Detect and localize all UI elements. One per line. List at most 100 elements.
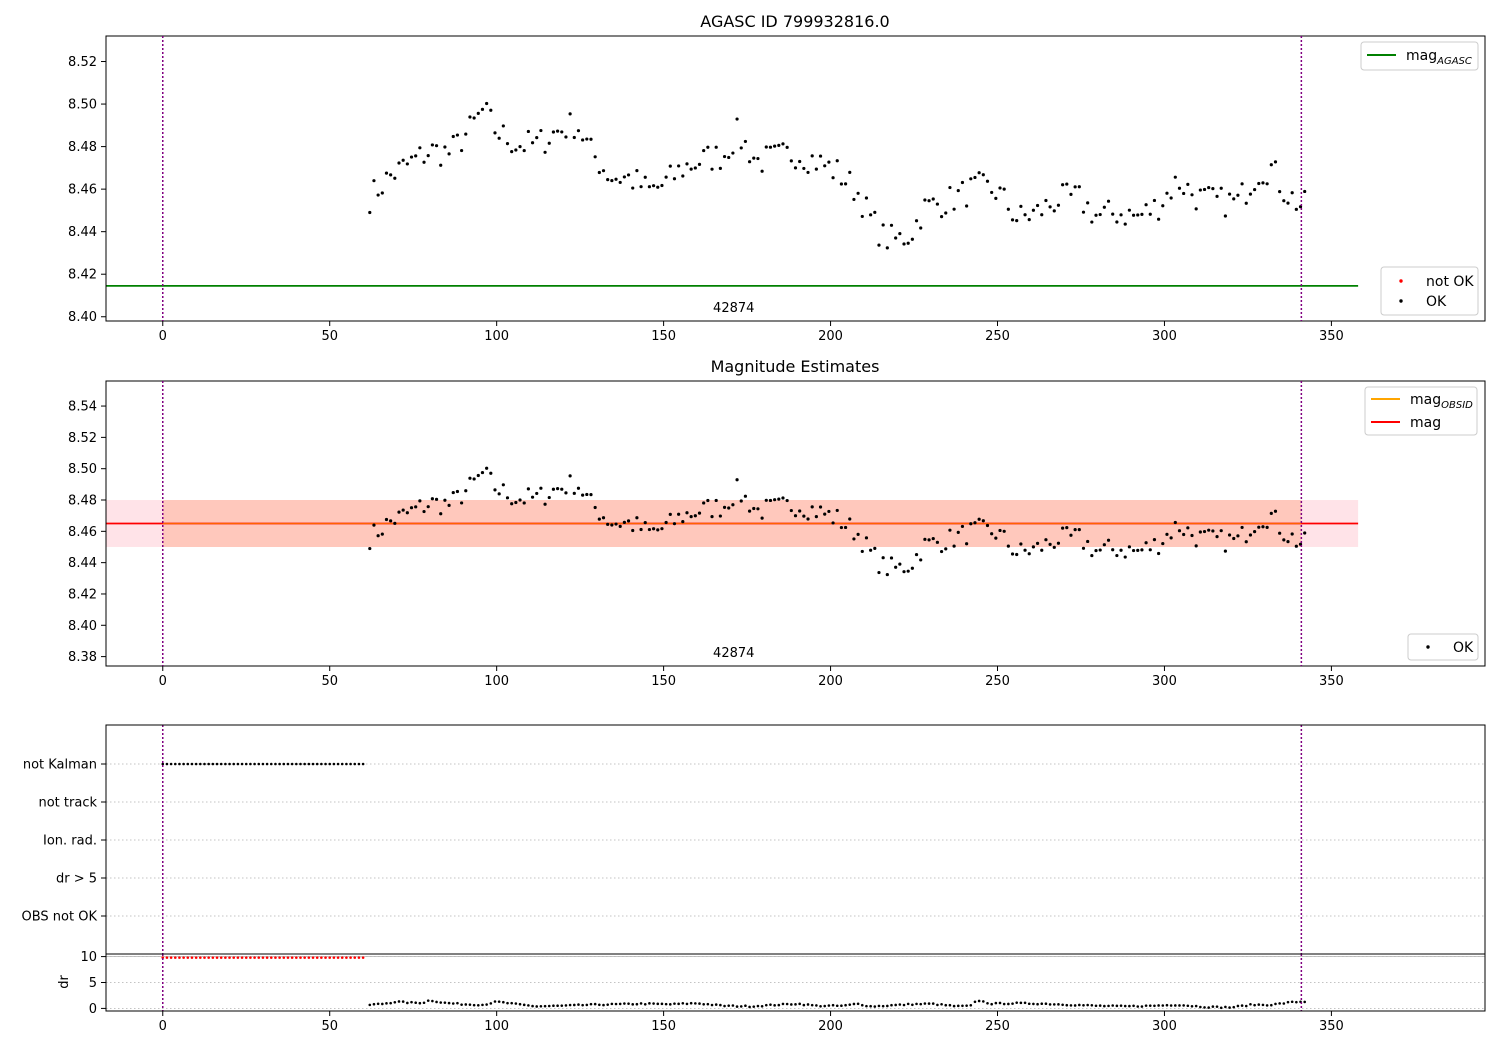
ok-point <box>401 158 405 162</box>
y-tick-label: 8.50 <box>68 98 97 113</box>
dr-capped-point <box>265 956 269 959</box>
ok-point <box>656 528 660 532</box>
ok-point <box>827 509 831 514</box>
dr-point <box>860 1003 864 1007</box>
ok-point <box>1073 185 1077 189</box>
ok-point <box>593 155 597 159</box>
dr-capped-point <box>269 956 273 959</box>
ok-point <box>697 162 702 166</box>
ok-point <box>735 478 739 482</box>
dr-point <box>481 1003 484 1007</box>
ok-point <box>631 528 635 533</box>
ok-point <box>835 508 839 513</box>
dr-point <box>906 1002 910 1006</box>
dr-point <box>952 1004 956 1008</box>
ok-point <box>1278 531 1282 535</box>
ok-point <box>793 514 798 518</box>
dr-point <box>1178 1004 1181 1007</box>
dr-point <box>560 1004 564 1007</box>
dr-point <box>451 1002 455 1005</box>
dr-point <box>627 1002 630 1005</box>
ok-point <box>372 523 376 527</box>
y-tick-label: 8.40 <box>68 310 97 325</box>
ok-point <box>372 179 376 183</box>
ok-point <box>651 527 656 531</box>
ok-point <box>606 522 610 526</box>
ok-point <box>998 186 1002 190</box>
dr-point <box>1040 1002 1044 1006</box>
ok-point <box>1102 543 1106 547</box>
ok-point <box>1127 545 1131 549</box>
flag-point <box>307 762 311 766</box>
flag-point <box>261 762 265 766</box>
ok-point <box>1040 213 1044 217</box>
ok-point <box>977 517 981 521</box>
ok-point <box>626 519 631 523</box>
ok-point <box>555 129 560 133</box>
dr-capped-point <box>282 956 286 959</box>
ok-point <box>1211 529 1215 533</box>
legend-mag: mag <box>1410 415 1441 431</box>
ok-point <box>823 512 827 516</box>
ok-point <box>965 542 969 546</box>
ok-point <box>860 214 864 219</box>
flag-point <box>228 762 231 766</box>
ok-point <box>1265 525 1269 530</box>
flag-point <box>199 762 202 766</box>
ok-point <box>1090 220 1094 224</box>
flag-point <box>324 762 327 766</box>
dr-capped-point <box>307 956 311 959</box>
ok-point <box>1102 205 1106 209</box>
dr-point <box>998 1001 1002 1005</box>
ok-point <box>1148 212 1152 216</box>
ok-point <box>1031 208 1036 212</box>
flag-point <box>178 762 181 766</box>
x-tick-label: 50 <box>321 329 338 344</box>
legend-ok: OK <box>1426 294 1447 310</box>
dr-point <box>802 1003 806 1007</box>
ok-point <box>476 473 480 478</box>
ok-point <box>672 522 677 526</box>
dr-capped-point <box>315 956 319 959</box>
dr-point <box>773 1004 776 1007</box>
ok-point <box>451 134 455 139</box>
ok-point <box>814 515 818 519</box>
y-tick-label: 8.54 <box>68 400 97 415</box>
flag-point <box>349 762 352 766</box>
flag-point <box>336 762 340 766</box>
ok-point <box>881 556 885 560</box>
ok-point <box>422 509 426 514</box>
ok-point <box>1010 218 1015 222</box>
ok-point <box>1273 160 1278 164</box>
dr-point <box>856 1002 860 1006</box>
dr-point <box>865 1004 868 1008</box>
flag-point <box>244 762 248 766</box>
panel-title-magnitude: Magnitude Estimates <box>711 357 880 376</box>
ok-point <box>1027 552 1031 556</box>
dr-point <box>381 1002 384 1006</box>
dr-point <box>756 1004 760 1008</box>
dr-point <box>1286 1000 1290 1004</box>
dr-point <box>460 1003 463 1006</box>
flag-category-label: not track <box>38 796 97 811</box>
dr-point <box>944 1003 948 1007</box>
dr-point <box>564 1004 568 1007</box>
ok-point <box>777 143 781 148</box>
dr-point <box>894 1003 897 1007</box>
legend-not-ok: not OK <box>1426 274 1474 290</box>
ok-point <box>923 198 927 202</box>
ok-point <box>681 520 685 524</box>
dr-point <box>777 1003 781 1007</box>
ok-point <box>1198 530 1202 534</box>
ok-point <box>389 519 393 523</box>
dr-point <box>1111 1004 1115 1007</box>
ok-point <box>1219 186 1223 190</box>
flag-category-label: dr > 5 <box>56 872 97 887</box>
ok-point <box>368 210 372 215</box>
dr-point <box>1282 1002 1286 1005</box>
ok-point <box>430 143 434 147</box>
ok-point <box>810 154 814 158</box>
ok-point <box>626 173 631 177</box>
ok-point <box>1303 189 1307 194</box>
dr-capped-point <box>232 956 236 959</box>
